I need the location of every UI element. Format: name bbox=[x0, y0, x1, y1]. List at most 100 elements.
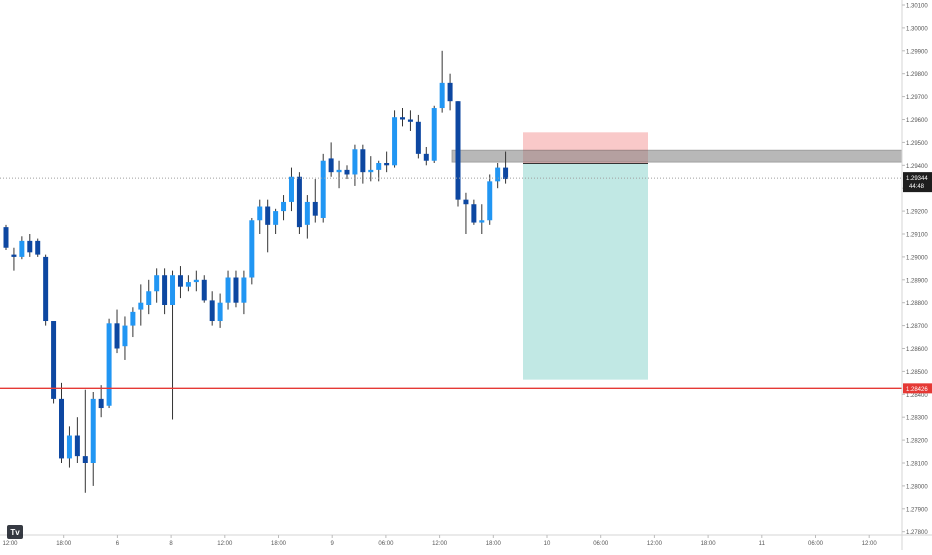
candle[interactable] bbox=[479, 204, 485, 234]
candle[interactable] bbox=[177, 266, 183, 299]
candle[interactable] bbox=[503, 151, 509, 184]
candle[interactable] bbox=[320, 153, 326, 223]
candle[interactable] bbox=[352, 144, 358, 186]
candle[interactable] bbox=[138, 284, 144, 326]
candle[interactable] bbox=[439, 50, 445, 113]
candle-body bbox=[185, 282, 191, 287]
candle[interactable] bbox=[384, 151, 390, 173]
candle[interactable] bbox=[423, 146, 429, 166]
candle[interactable] bbox=[360, 144, 366, 184]
candle-body bbox=[431, 108, 437, 161]
candle[interactable] bbox=[162, 268, 168, 315]
candle[interactable] bbox=[463, 192, 469, 234]
candle-body bbox=[376, 163, 382, 170]
candle-body bbox=[59, 398, 65, 459]
candle-body bbox=[130, 311, 136, 326]
candle-body bbox=[154, 275, 160, 292]
candle[interactable] bbox=[43, 254, 49, 326]
candle-body bbox=[415, 121, 421, 154]
candle[interactable] bbox=[11, 247, 17, 271]
price-tick-label: 1.28700 bbox=[906, 324, 928, 330]
price-tick-label: 1.29800 bbox=[906, 72, 928, 78]
candle[interactable] bbox=[209, 291, 215, 326]
candle[interactable] bbox=[90, 392, 96, 486]
candle[interactable] bbox=[400, 108, 405, 127]
candle-body bbox=[281, 201, 287, 212]
price-tick-label: 1.29400 bbox=[906, 164, 928, 170]
candle[interactable] bbox=[487, 174, 493, 225]
candle[interactable] bbox=[130, 307, 136, 338]
price-axis[interactable]: 1.30100 1.30000 1.29900 1.29800 1.29700 1.296… bbox=[902, 4, 928, 537]
time-tick-label: 06:00 bbox=[593, 541, 609, 547]
candle-body bbox=[43, 256, 49, 322]
candle[interactable] bbox=[74, 417, 80, 463]
candle[interactable] bbox=[431, 105, 437, 164]
candle[interactable] bbox=[201, 275, 207, 303]
time-tick-label: 9 bbox=[331, 541, 335, 547]
candle[interactable] bbox=[288, 167, 294, 212]
candle[interactable] bbox=[407, 110, 413, 131]
candle[interactable] bbox=[154, 268, 160, 303]
take-profit-area[interactable] bbox=[523, 163, 648, 380]
candle[interactable] bbox=[344, 165, 350, 180]
candle[interactable] bbox=[66, 426, 72, 468]
candle[interactable] bbox=[98, 385, 104, 418]
candle[interactable] bbox=[241, 270, 247, 315]
candle[interactable] bbox=[455, 101, 461, 207]
candle[interactable] bbox=[495, 163, 501, 189]
candle[interactable] bbox=[296, 172, 302, 234]
candle-body bbox=[51, 321, 57, 399]
candle[interactable] bbox=[265, 199, 271, 253]
candle[interactable] bbox=[82, 389, 88, 493]
time-tick-label: 12:00 bbox=[432, 541, 448, 547]
candle[interactable] bbox=[225, 270, 231, 310]
candle[interactable] bbox=[27, 234, 33, 257]
candle-body bbox=[439, 82, 445, 109]
candle-body bbox=[407, 119, 413, 122]
price-tick-label: 1.29200 bbox=[906, 210, 928, 216]
price-tick-label: 1.29700 bbox=[906, 95, 928, 101]
candle[interactable] bbox=[312, 179, 318, 223]
candle[interactable] bbox=[193, 270, 199, 292]
candle[interactable] bbox=[257, 199, 263, 234]
candle[interactable] bbox=[146, 279, 152, 315]
candle-body bbox=[138, 302, 144, 310]
candle[interactable] bbox=[249, 217, 255, 285]
candle[interactable] bbox=[170, 270, 176, 420]
candle[interactable] bbox=[304, 195, 310, 239]
candle-body bbox=[320, 160, 326, 218]
price-tick-label: 1.27900 bbox=[906, 507, 928, 513]
resistance-zone[interactable] bbox=[451, 149, 903, 163]
price-tick-label: 1.28200 bbox=[906, 439, 928, 445]
candle[interactable] bbox=[3, 224, 9, 251]
candle[interactable] bbox=[273, 208, 279, 234]
candle[interactable] bbox=[59, 382, 65, 463]
svg-text:Tv: Tv bbox=[10, 528, 20, 537]
candle[interactable] bbox=[368, 156, 374, 182]
time-tick-label: 18:00 bbox=[701, 541, 717, 547]
candle[interactable] bbox=[35, 238, 41, 257]
candle[interactable] bbox=[19, 236, 25, 260]
candle[interactable] bbox=[122, 316, 128, 360]
time-tick-label: 18:00 bbox=[271, 541, 287, 547]
candle[interactable] bbox=[114, 309, 120, 354]
candle[interactable] bbox=[328, 142, 334, 177]
time-tick-label: 8 bbox=[169, 541, 173, 547]
candle[interactable] bbox=[471, 199, 477, 225]
candle-body bbox=[400, 117, 405, 120]
price-tick-label: 1.28900 bbox=[906, 278, 928, 284]
candle[interactable] bbox=[233, 270, 239, 308]
time-axis[interactable]: 12:00 18:00 6 8 12:00 18:00 9 06:00 12:00 18:00 10… bbox=[2, 535, 877, 547]
candle[interactable] bbox=[415, 114, 421, 159]
candle[interactable] bbox=[281, 195, 287, 221]
candle[interactable] bbox=[185, 275, 191, 292]
candle[interactable] bbox=[336, 160, 342, 189]
candle[interactable] bbox=[217, 293, 223, 328]
candle-body bbox=[503, 167, 509, 180]
candle[interactable] bbox=[392, 110, 398, 168]
candle[interactable] bbox=[447, 73, 453, 111]
candle[interactable] bbox=[51, 321, 57, 404]
candle[interactable] bbox=[106, 318, 112, 409]
